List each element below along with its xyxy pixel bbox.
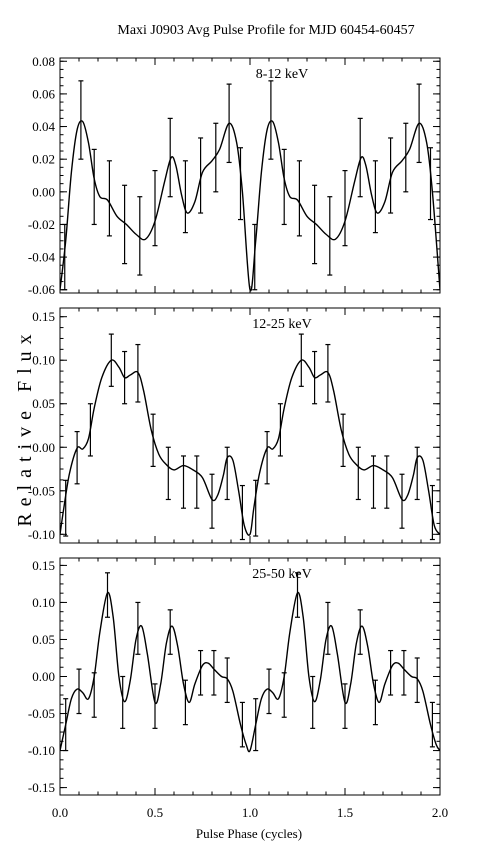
panel-3: -0.15 -0.10 -0.05 0.00 0.05 0.10 0.15 0.0 0.5 1.0… <box>28 557 448 820</box>
y-axis-label: Relative Flux <box>14 327 36 526</box>
y-tick-label: -0.04 <box>28 250 56 265</box>
y-tick-label: 0.05 <box>32 396 55 411</box>
y-tick-label: 0.00 <box>32 669 55 684</box>
y-tick-label: 0.04 <box>32 119 55 134</box>
panels-group: -0.06 -0.04 -0.02 0.00 0.02 0.04 0.06 0.08 8-12 … <box>28 54 448 820</box>
y-tick-label: -0.10 <box>28 743 55 758</box>
y-tick-label: -0.15 <box>28 780 55 795</box>
profile-curve <box>60 359 440 536</box>
y-tick-label: -0.02 <box>28 217 55 232</box>
y-tick-label: 0.10 <box>32 595 55 610</box>
y-tick-label: 0.05 <box>32 632 55 647</box>
y-tick-label: 0.10 <box>32 353 55 368</box>
figure-title: Maxi J0903 Avg Pulse Profile for MJD 604… <box>117 23 414 38</box>
y-tick-label: 0.08 <box>32 54 55 69</box>
x-tick-label: 2.0 <box>432 805 448 820</box>
y-tick-label: 0.06 <box>32 86 55 101</box>
x-tick-label: 0.5 <box>147 805 163 820</box>
x-axis-label: Pulse Phase (cycles) <box>196 826 302 841</box>
x-tick-label: 1.5 <box>337 805 353 820</box>
y-tick-label: 0.00 <box>32 184 55 199</box>
x-tick-label: 1.0 <box>242 805 258 820</box>
panel-energy-label: 12-25 keV <box>252 317 312 332</box>
y-tick-label: -0.06 <box>28 282 56 297</box>
panel-energy-label: 8-12 keV <box>256 67 309 82</box>
panel-frame <box>59 57 441 294</box>
y-tick-label: 0.02 <box>32 152 55 167</box>
panel-frame <box>59 557 441 796</box>
y-tick-label: 0.15 <box>32 309 55 324</box>
panel-energy-label: 25-50 keV <box>252 567 312 582</box>
profile-curve <box>60 120 440 292</box>
y-tick-label: -0.10 <box>28 527 55 542</box>
panel-1: -0.06 -0.04 -0.02 0.00 0.02 0.04 0.06 0.08 8-12 … <box>28 54 441 297</box>
y-tick-label: 0.00 <box>32 440 55 455</box>
panel-2: -0.10 -0.05 0.00 0.05 0.10 0.15 12-25 keV <box>28 307 441 544</box>
x-tick-label: 0.0 <box>52 805 68 820</box>
panel-frame <box>59 307 441 544</box>
y-tick-label: -0.05 <box>28 483 55 498</box>
profile-curve <box>60 591 440 753</box>
y-tick-label: 0.15 <box>32 558 55 573</box>
y-tick-label: -0.05 <box>28 706 55 721</box>
